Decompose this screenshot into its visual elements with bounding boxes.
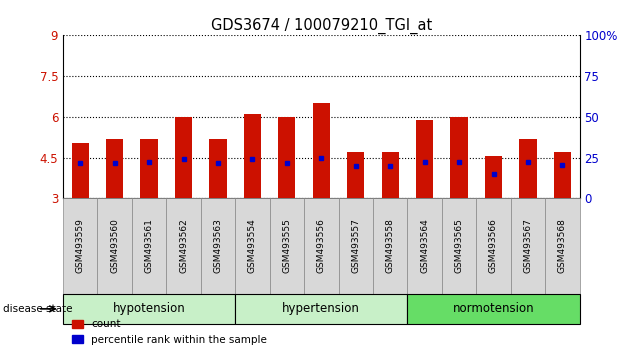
Text: GSM493568: GSM493568: [558, 218, 567, 274]
Bar: [382, 152, 399, 198]
Bar: [312, 103, 330, 198]
Title: GDS3674 / 100079210_TGI_at: GDS3674 / 100079210_TGI_at: [210, 18, 432, 34]
Text: GSM493566: GSM493566: [489, 218, 498, 274]
Bar: [244, 114, 261, 198]
Text: GSM493567: GSM493567: [524, 218, 532, 274]
Text: GSM493560: GSM493560: [110, 218, 119, 274]
Bar: [485, 156, 502, 198]
Text: GSM493554: GSM493554: [248, 219, 257, 273]
Bar: [72, 143, 89, 198]
Bar: [416, 120, 433, 198]
Bar: [519, 139, 537, 198]
Text: GSM493562: GSM493562: [179, 219, 188, 273]
Bar: [347, 152, 364, 198]
Text: GSM493558: GSM493558: [386, 218, 394, 274]
Text: GSM493561: GSM493561: [145, 218, 154, 274]
Bar: [278, 117, 295, 198]
Text: GSM493557: GSM493557: [352, 218, 360, 274]
Bar: [140, 139, 158, 198]
Text: normotension: normotension: [453, 302, 534, 315]
Text: GSM493565: GSM493565: [455, 218, 464, 274]
Text: GSM493559: GSM493559: [76, 218, 84, 274]
Bar: [106, 138, 123, 198]
Text: GSM493555: GSM493555: [282, 218, 291, 274]
Text: GSM493556: GSM493556: [317, 218, 326, 274]
Bar: [554, 152, 571, 198]
Text: hypotension: hypotension: [113, 302, 185, 315]
Bar: [450, 117, 467, 198]
Text: hypertension: hypertension: [282, 302, 360, 315]
Text: GSM493564: GSM493564: [420, 219, 429, 273]
Bar: [209, 139, 227, 198]
Text: GSM493563: GSM493563: [214, 218, 222, 274]
Legend: count, percentile rank within the sample: count, percentile rank within the sample: [68, 315, 271, 349]
Text: disease state: disease state: [3, 304, 72, 314]
Bar: [175, 117, 192, 198]
